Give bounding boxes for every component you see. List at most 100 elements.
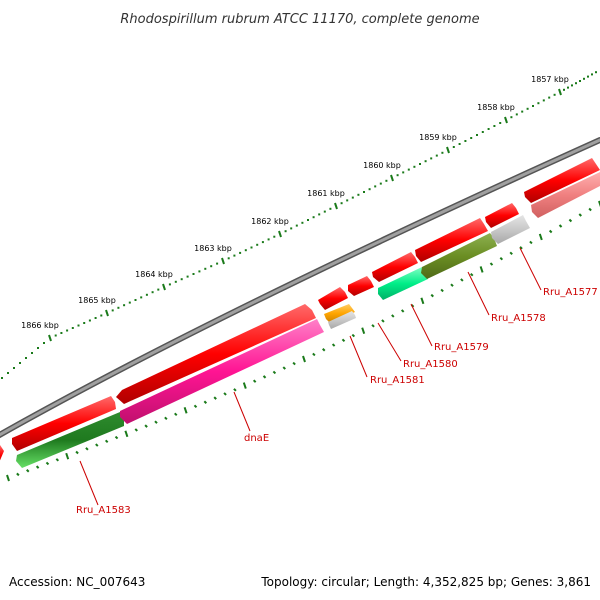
minor-tick xyxy=(290,227,293,230)
minor-tick xyxy=(295,224,298,227)
inner-minor-tick xyxy=(519,246,523,250)
minor-tick xyxy=(1,377,3,379)
inner-minor-tick xyxy=(75,450,79,455)
kbp-tick-label: 1866 kbp xyxy=(21,321,59,330)
minor-tick xyxy=(128,301,131,304)
inner-minor-tick xyxy=(174,412,178,417)
gene-forward[interactable] xyxy=(485,203,519,228)
minor-tick xyxy=(575,82,577,85)
minor-tick xyxy=(329,207,332,210)
kbp-tick-label: 1859 kbp xyxy=(419,133,457,142)
inner-major-tick xyxy=(538,233,543,241)
inner-minor-tick xyxy=(144,424,148,428)
minor-tick xyxy=(532,105,534,107)
gene-forward[interactable] xyxy=(348,276,374,296)
inner-minor-tick xyxy=(272,370,277,375)
gene-forward[interactable] xyxy=(415,218,488,262)
minor-tick xyxy=(548,96,551,99)
minor-tick xyxy=(71,327,74,329)
kbp-tick-label: 1862 kbp xyxy=(251,217,289,226)
minor-tick xyxy=(583,77,585,80)
minor-tick xyxy=(595,71,597,74)
minor-tick xyxy=(54,334,57,337)
gene-forward[interactable] xyxy=(116,304,316,404)
gene-Rru_A1578[interactable] xyxy=(491,215,530,244)
inner-tick-ruler xyxy=(6,200,600,482)
inner-minor-tick xyxy=(568,218,573,223)
gene-Rru_A1581-bottom[interactable] xyxy=(328,311,356,329)
minor-tick xyxy=(227,257,230,260)
inner-minor-tick xyxy=(223,392,227,396)
inner-minor-tick xyxy=(489,262,494,266)
minor-tick xyxy=(66,329,69,332)
gene-forward[interactable] xyxy=(12,396,116,451)
inner-major-tick xyxy=(420,297,425,305)
gene-Rru_A1580[interactable] xyxy=(378,267,428,300)
gene-label-Rru_A1577: Rru_A1577 xyxy=(543,287,598,298)
major-tick xyxy=(162,283,166,291)
minor-tick xyxy=(452,146,455,148)
major-tick xyxy=(278,230,282,238)
gene-forward[interactable] xyxy=(0,445,4,465)
minor-tick xyxy=(123,304,126,307)
inner-minor-tick xyxy=(16,472,20,477)
inner-minor-tick xyxy=(252,379,257,383)
kbp-tick-label: 1858 kbp xyxy=(477,103,515,112)
gene-forward[interactable] xyxy=(318,287,348,310)
inner-major-tick xyxy=(183,407,188,414)
inner-minor-tick xyxy=(282,366,286,370)
minor-tick xyxy=(430,157,433,160)
kbp-tick-label: 1865 kbp xyxy=(78,296,116,305)
minor-tick xyxy=(521,110,524,113)
inner-minor-tick xyxy=(164,416,168,421)
minor-tick xyxy=(487,128,490,130)
major-tick xyxy=(334,202,338,210)
minor-tick xyxy=(476,134,478,136)
kbp-tick-label: 1861 kbp xyxy=(307,189,345,198)
inner-minor-tick xyxy=(341,338,346,343)
outer-tick-ruler: 1857 kbp 1858 kbp 1859 kbp 1860 kbp 1861 kbp… xyxy=(1,71,597,379)
minor-tick xyxy=(553,93,556,96)
gene-dnaE[interactable] xyxy=(120,319,324,424)
inner-minor-tick xyxy=(35,465,40,469)
minor-tick xyxy=(379,182,382,185)
minor-tick xyxy=(368,188,371,191)
minor-tick xyxy=(216,262,219,265)
reverse-strand-genes xyxy=(16,172,600,468)
major-tick xyxy=(48,334,52,342)
inner-minor-tick xyxy=(558,224,563,228)
minor-tick xyxy=(363,191,365,193)
minor-tick xyxy=(351,196,354,199)
inner-minor-tick xyxy=(509,251,513,255)
gene-Rru_A1583[interactable] xyxy=(16,412,124,468)
inner-major-tick xyxy=(479,266,484,273)
minor-tick xyxy=(346,199,349,202)
inner-minor-tick xyxy=(588,207,592,212)
gene-forward[interactable] xyxy=(372,252,418,282)
gene-label-Rru_A1581: Rru_A1581 xyxy=(370,375,425,386)
minor-tick xyxy=(318,213,321,216)
inner-minor-tick xyxy=(154,420,158,424)
major-tick xyxy=(446,146,450,154)
gene-Rru_A1579[interactable] xyxy=(421,233,497,279)
gene-label-dnaE: dnaE xyxy=(244,433,269,444)
kbp-tick-label: 1857 kbp xyxy=(531,75,569,84)
gene-Rru_A1581-top[interactable] xyxy=(324,304,355,323)
gene-forward[interactable] xyxy=(524,158,600,203)
minor-tick xyxy=(435,154,438,157)
minor-tick xyxy=(140,296,143,299)
inner-minor-tick xyxy=(470,272,474,277)
inner-minor-tick xyxy=(460,278,464,282)
minor-tick xyxy=(204,267,207,270)
minor-tick xyxy=(94,317,97,319)
minor-tick xyxy=(579,80,581,82)
genome-backbone-highlight xyxy=(0,138,600,437)
inner-minor-tick xyxy=(262,375,267,379)
minor-tick xyxy=(402,171,405,174)
inner-minor-tick xyxy=(450,283,454,287)
inner-minor-tick xyxy=(26,469,30,473)
gene-Rru_A1577[interactable] xyxy=(531,172,600,218)
minor-tick xyxy=(145,293,148,296)
minor-tick xyxy=(239,251,242,254)
